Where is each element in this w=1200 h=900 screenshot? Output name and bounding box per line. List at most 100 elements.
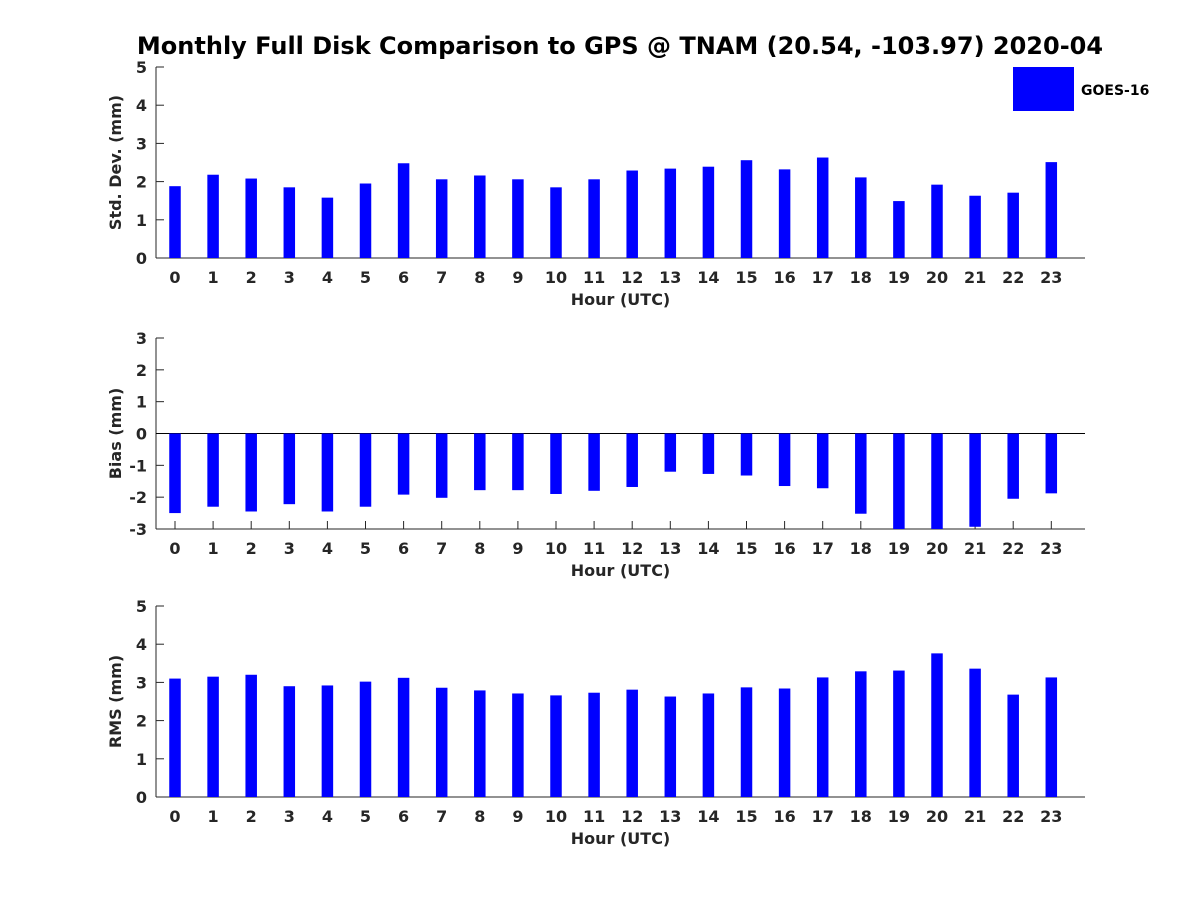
x-tick-label: 17 [812, 807, 834, 826]
bar [664, 696, 677, 797]
bar [474, 433, 486, 491]
bar [931, 433, 943, 529]
bar [855, 433, 867, 514]
bar [702, 166, 715, 258]
bar [207, 174, 219, 258]
x-tick-label: 5 [360, 539, 371, 558]
x-tick-label: 1 [208, 268, 219, 287]
bar [397, 677, 410, 797]
x-tick-label: 5 [360, 807, 371, 826]
y-axis-label: Bias (mm) [106, 388, 125, 480]
bar [778, 433, 791, 487]
x-tick-label: 19 [888, 807, 910, 826]
x-tick-label: 14 [697, 807, 719, 826]
x-tick-label: 14 [697, 539, 719, 558]
bar [550, 695, 562, 797]
bar [664, 168, 677, 258]
bar [855, 671, 867, 797]
bar [740, 160, 753, 258]
x-tick-label: 9 [512, 268, 523, 287]
bar [588, 179, 600, 258]
y-tick-label: 2 [136, 361, 147, 380]
x-tick-label: 3 [284, 268, 295, 287]
bar [893, 670, 905, 797]
y-tick-label: -1 [129, 456, 147, 475]
x-tick-label: 11 [583, 268, 605, 287]
bar [626, 170, 638, 258]
x-tick-label: 6 [398, 807, 409, 826]
bar [740, 433, 753, 476]
x-tick-label: 3 [284, 807, 295, 826]
x-tick-label: 12 [621, 539, 643, 558]
bar [588, 433, 600, 491]
bar [283, 187, 296, 258]
x-tick-label: 17 [812, 268, 834, 287]
x-tick-label: 17 [812, 539, 834, 558]
x-tick-label: 21 [964, 807, 986, 826]
x-tick-label: 12 [621, 807, 643, 826]
x-tick-label: 20 [926, 268, 948, 287]
y-tick-label: 5 [136, 58, 147, 77]
x-tick-label: 16 [773, 539, 795, 558]
x-tick-label: 8 [474, 268, 485, 287]
x-tick-label: 9 [512, 539, 523, 558]
y-tick-label: 3 [136, 673, 147, 692]
x-tick-label: 15 [735, 807, 757, 826]
bar [207, 676, 219, 797]
bar [512, 693, 524, 797]
bar [245, 433, 257, 512]
x-tick-label: 16 [773, 807, 795, 826]
bar [931, 184, 943, 258]
x-tick-label: 4 [322, 268, 333, 287]
x-tick-label: 11 [583, 539, 605, 558]
y-tick-label: 0 [136, 249, 147, 268]
x-tick-label: 18 [850, 539, 872, 558]
bar [588, 692, 600, 797]
bar [1045, 162, 1058, 258]
legend-label: GOES-16 [1081, 83, 1149, 99]
bar [435, 433, 448, 498]
x-tick-label: 10 [545, 539, 567, 558]
x-tick-label: 0 [169, 268, 180, 287]
bar [474, 175, 486, 258]
y-axis-label: Std. Dev. (mm) [106, 95, 125, 230]
y-tick-label: 3 [136, 329, 147, 348]
x-tick-label: 8 [474, 807, 485, 826]
y-tick-label: 4 [136, 635, 147, 654]
bar [664, 433, 677, 472]
x-tick-label: 23 [1040, 807, 1062, 826]
bar [359, 183, 372, 258]
y-tick-label: 0 [136, 425, 147, 444]
x-tick-label: 2 [246, 268, 257, 287]
x-tick-label: 14 [697, 268, 719, 287]
bar [1007, 433, 1019, 499]
bar [816, 157, 829, 258]
bar [893, 201, 905, 258]
bar [550, 187, 562, 258]
x-tick-label: 19 [888, 539, 910, 558]
x-tick-label: 1 [208, 807, 219, 826]
bar [626, 689, 638, 797]
bar [969, 195, 981, 258]
bar [702, 433, 715, 474]
bar [969, 433, 981, 527]
bar [816, 677, 829, 797]
x-tick-label: 22 [1002, 539, 1024, 558]
x-tick-label: 7 [436, 807, 447, 826]
x-tick-label: 2 [246, 539, 257, 558]
x-tick-label: 10 [545, 268, 567, 287]
x-tick-label: 19 [888, 268, 910, 287]
bar [321, 685, 334, 797]
bar [169, 678, 181, 797]
x-tick-label: 4 [322, 539, 333, 558]
bar [778, 688, 791, 797]
bar [931, 653, 943, 797]
bar [512, 433, 524, 491]
chart-title: Monthly Full Disk Comparison to GPS @ TN… [137, 32, 1103, 60]
x-tick-label: 8 [474, 539, 485, 558]
